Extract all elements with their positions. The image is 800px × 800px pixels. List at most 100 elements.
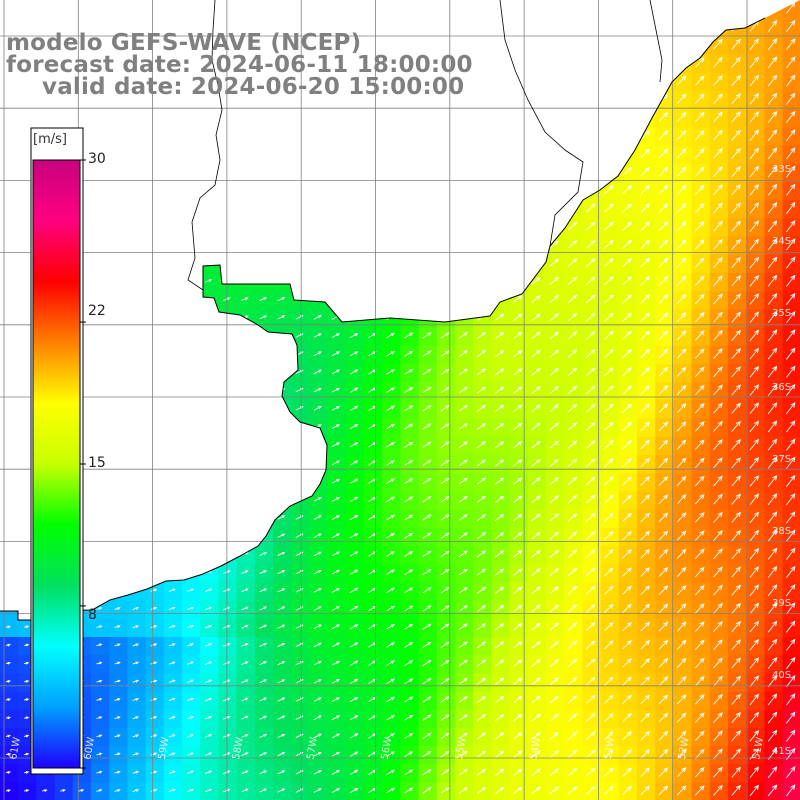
wind-arrow [223,515,231,520]
wind-arrow [531,513,541,522]
wind-cell [418,145,438,165]
wind-arrow [331,278,341,284]
wind-arrow [549,659,559,668]
wind-arrow [259,115,268,120]
wind-arrow [114,443,121,447]
wind-cell [400,273,420,292]
wind-arrow [713,475,723,487]
wind-arrow [277,133,286,138]
wind-arrow [731,329,741,341]
wind-cell [382,509,401,529]
wind-arrow [331,5,341,11]
wind-cell [673,163,693,183]
wind-cell [418,327,438,347]
wind-cell [491,364,511,383]
wind-arrow [640,221,651,232]
wind-cell [145,418,165,438]
wind-arrow [349,223,359,229]
wind-arrow [513,622,523,631]
wind-cell [418,254,438,274]
wind-arrow [295,224,304,229]
wind-cell [691,728,711,747]
wind-arrow [404,787,414,794]
wind-cell [491,54,511,74]
wind-arrow [386,551,395,557]
wind-cell [400,782,420,800]
wind-cell [600,127,620,147]
wind-arrow [96,588,103,592]
wind-arrow [731,111,741,123]
wind-cell [400,18,420,37]
wind-arrow [349,787,359,794]
wind-cell [182,364,201,383]
wind-cell [509,382,529,401]
wind-arrow [640,694,651,705]
wind-arrow [440,769,450,776]
wind-arrow [114,479,121,483]
wind-arrow [531,276,541,285]
wind-arrow [223,570,231,574]
wind-cell [436,709,456,729]
wind-cell [273,182,292,201]
wind-arrow [585,531,596,540]
wind-arrow [186,734,194,738]
wind-arrow [422,23,432,30]
wind-cell [782,218,800,238]
wind-cell [709,182,729,201]
wind-arrow [349,751,359,757]
wind-arrow [476,441,487,449]
wind-arrow [585,385,596,395]
wind-cell [746,273,765,292]
wind-arrow [749,602,760,615]
wind-arrow [549,276,559,285]
wind-arrow [694,748,705,760]
wind-arrow [476,768,487,776]
wind-cell [527,182,547,201]
wind-arrow [24,261,30,265]
wind-arrow [5,79,12,83]
wind-arrow [96,170,103,174]
wind-arrow [495,786,505,795]
wind-cell [764,728,784,747]
wind-arrow [458,168,468,175]
wind-arrow [786,38,796,51]
wind-cell [764,436,784,456]
wind-arrow [676,312,687,323]
wind-cell [327,218,347,238]
wind-arrow [349,569,359,575]
wind-cell [236,200,256,219]
wind-arrow [458,623,468,630]
wind-cell [0,782,19,800]
wind-cell [291,600,310,620]
wind-cell [709,291,729,310]
wind-arrow [749,547,760,560]
wind-arrow [567,131,578,140]
wind-cell [345,145,365,165]
wind-cell [218,364,238,383]
valid-date: valid date: 2024-06-20 15:00:00 [42,74,465,100]
wind-arrow [640,730,651,741]
wind-arrow [223,169,231,174]
wind-arrow [658,512,669,523]
wind-arrow [331,23,341,29]
wind-cell [382,618,401,638]
wind-cell [200,673,219,693]
wind-cell [254,273,274,292]
wind-arrow [731,657,741,669]
wind-arrow [658,530,669,541]
wind-arrow [78,789,85,792]
wind-cell [728,637,747,656]
wind-cell [382,782,401,800]
wind-cell [491,455,511,474]
wind-cell [200,764,219,784]
wind-cell [436,109,456,128]
wind-cell [182,291,201,310]
wind-arrow [694,275,705,287]
wind-arrow [585,94,596,104]
wind-arrow [640,203,651,213]
wind-arrow [349,587,359,593]
wind-cell [182,109,201,128]
wind-cell [309,637,329,656]
wind-cell [291,782,310,800]
wind-cell [291,455,310,474]
